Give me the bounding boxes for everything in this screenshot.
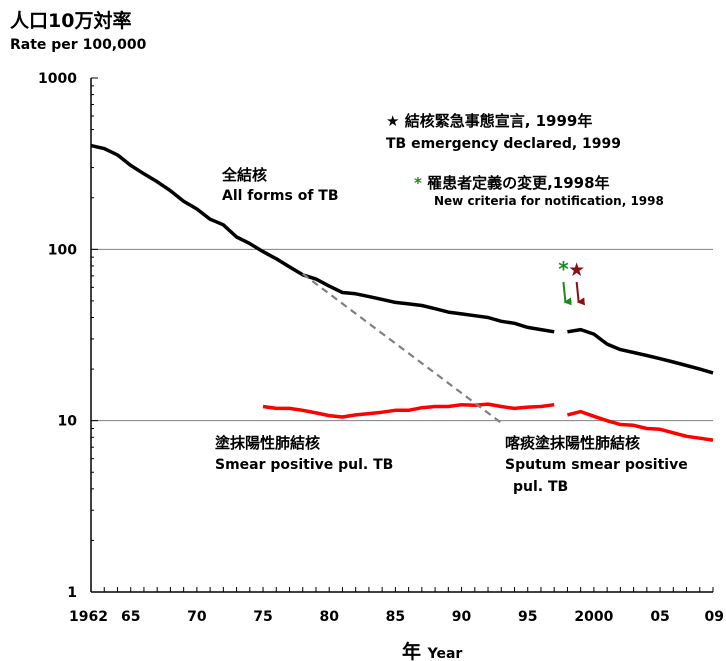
smear-label-ja: 塗抹陽性肺結核: [215, 434, 321, 452]
series-group: [90, 143, 714, 442]
x-tick-label-95: 95: [518, 609, 537, 625]
x-tick-label-80: 80: [319, 609, 339, 625]
x-tick-label-65: 65: [121, 609, 140, 625]
y-axis-title-en: Rate per 100,000: [10, 37, 147, 53]
sputum-label-en-line1: Sputum smear positive: [505, 457, 688, 473]
criteria-marker-arrow: [562, 281, 572, 306]
x-tick-label-05: 05: [650, 609, 669, 625]
x-tick-label-09: 09: [705, 609, 724, 625]
gridlines: [91, 248, 713, 422]
criteria-note-en: New criteria for notification, 1998: [434, 194, 664, 208]
sputum-label-en-line2: pul. TB: [513, 479, 569, 495]
asterisk-icon: *: [414, 174, 422, 192]
y-axis-title-ja: 人口10万対率: [10, 10, 132, 32]
star-icon: ★: [386, 112, 400, 130]
smear-label-en: Smear positive pul. TB: [215, 457, 394, 473]
emergency-marker-arrow: [575, 281, 586, 306]
all-forms-label-en: All forms of TB: [222, 188, 339, 204]
x-tick-label-1962: 1962: [69, 609, 108, 625]
criteria-note-ja-text: 罹患者定義の変更,1998年: [427, 174, 610, 192]
x-tick-label-85: 85: [386, 609, 405, 625]
y-tick-label-100: 100: [48, 242, 77, 258]
emergency-note-ja-text: 結核緊急事態宣言, 1999年: [404, 112, 593, 130]
x-tick-label-70: 70: [187, 609, 207, 625]
y-tick-label-1000: 1000: [38, 71, 77, 87]
criteria-marker-symbol: *: [558, 257, 569, 281]
emergency-note-ja: ★ 結核緊急事態宣言, 1999年: [386, 110, 592, 131]
projection-dashed-line: [302, 272, 502, 424]
smear-line-segment-1: [262, 402, 555, 419]
x-tick-label-90: 90: [452, 609, 472, 625]
axes: [90, 77, 714, 593]
emergency-marker-symbol: ★: [568, 259, 585, 281]
x-tick-label-2000: 2000: [574, 609, 613, 625]
all_forms-line-segment-2: [567, 327, 714, 375]
x-tick-label-75: 75: [253, 609, 272, 625]
criteria-note-ja: * 罹患者定義の変更,1998年: [414, 172, 610, 193]
sputum-label-ja: 喀痰塗抹陽性肺結核: [505, 434, 641, 452]
all-forms-label-ja: 全結核: [222, 166, 268, 184]
smear-line-segment-2: [566, 409, 714, 442]
event-markers: * ★: [558, 257, 586, 306]
emergency-note-en: TB emergency declared, 1999: [386, 136, 621, 152]
y-tick-label-1: 1: [67, 585, 77, 601]
tick-labels: 1 10 100 1000 1962 65 70 75 80 85 90 95 2000 05 09 年 Ye…: [38, 71, 724, 661]
x-axis-title: 年 Year: [402, 640, 462, 661]
x-axis-title-ja: 年: [402, 640, 428, 661]
x-axis-title-en: Year: [427, 646, 463, 661]
y-tick-label-10: 10: [58, 414, 78, 430]
all_forms-line-segment-1: [90, 143, 555, 334]
